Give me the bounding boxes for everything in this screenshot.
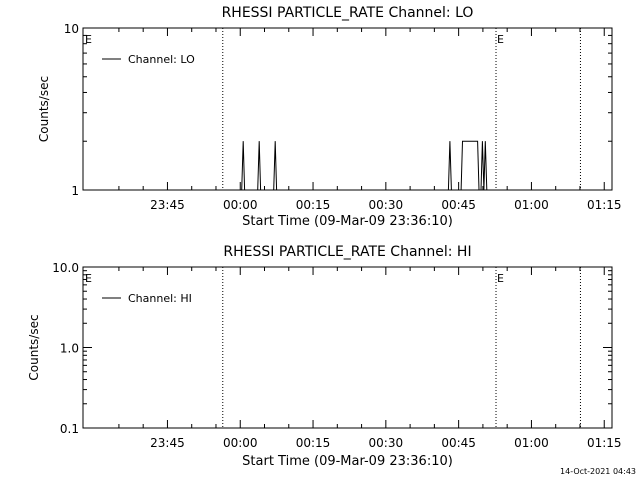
- x-tick-label: 00:45: [441, 436, 476, 450]
- event-marker-label: E: [497, 272, 504, 285]
- x-tick-label: 01:00: [514, 198, 549, 212]
- x-tick-label: 00:15: [296, 436, 331, 450]
- series-line: [83, 140, 612, 191]
- y-axis-label: Counts/sec: [27, 314, 41, 380]
- y-tick-label: 10.0: [52, 261, 79, 275]
- x-tick-label: 23:45: [150, 436, 185, 450]
- x-tick-label: 01:15: [587, 436, 622, 450]
- legend-entry: Channel: HI: [128, 292, 192, 305]
- chart-title: RHESSI PARTICLE_RATE Channel: LO: [222, 5, 474, 21]
- y-tick-label: 10: [64, 22, 79, 36]
- event-marker-label: E: [497, 33, 504, 46]
- chart-title: RHESSI PARTICLE_RATE Channel: HI: [223, 244, 471, 260]
- x-tick-label: 01:15: [587, 198, 622, 212]
- x-tick-label: 00:30: [369, 436, 404, 450]
- y-axis-label: Counts/sec: [37, 76, 51, 142]
- x-tick-label: 00:45: [441, 198, 476, 212]
- y-tick-label: 1.0: [60, 342, 79, 356]
- x-axis-label: Start Time (09-Mar-09 23:36:10): [242, 214, 453, 229]
- x-tick-label: 00:30: [369, 198, 404, 212]
- event-marker-label: E: [85, 33, 92, 46]
- y-tick-label: 1: [71, 184, 79, 198]
- x-tick-label: 00:00: [223, 436, 258, 450]
- x-tick-label: 00:15: [296, 198, 331, 212]
- panel-lo: RHESSI PARTICLE_RATE Channel: LO 23:45 00:…: [37, 5, 622, 229]
- x-axis-label: Start Time (09-Mar-09 23:36:10): [242, 454, 453, 469]
- x-tick-label: 00:00: [223, 198, 258, 212]
- x-tick-label: 23:45: [150, 198, 185, 212]
- panel-hi: RHESSI PARTICLE_RATE Channel: HI 23:45 00:…: [27, 244, 622, 469]
- x-tick-label: 01:00: [514, 436, 549, 450]
- event-marker-label: E: [85, 272, 92, 285]
- footer-timestamp: 14-Oct-2021 04:43: [560, 467, 636, 476]
- y-tick-label: 0.1: [60, 422, 79, 436]
- legend-entry: Channel: LO: [128, 53, 195, 66]
